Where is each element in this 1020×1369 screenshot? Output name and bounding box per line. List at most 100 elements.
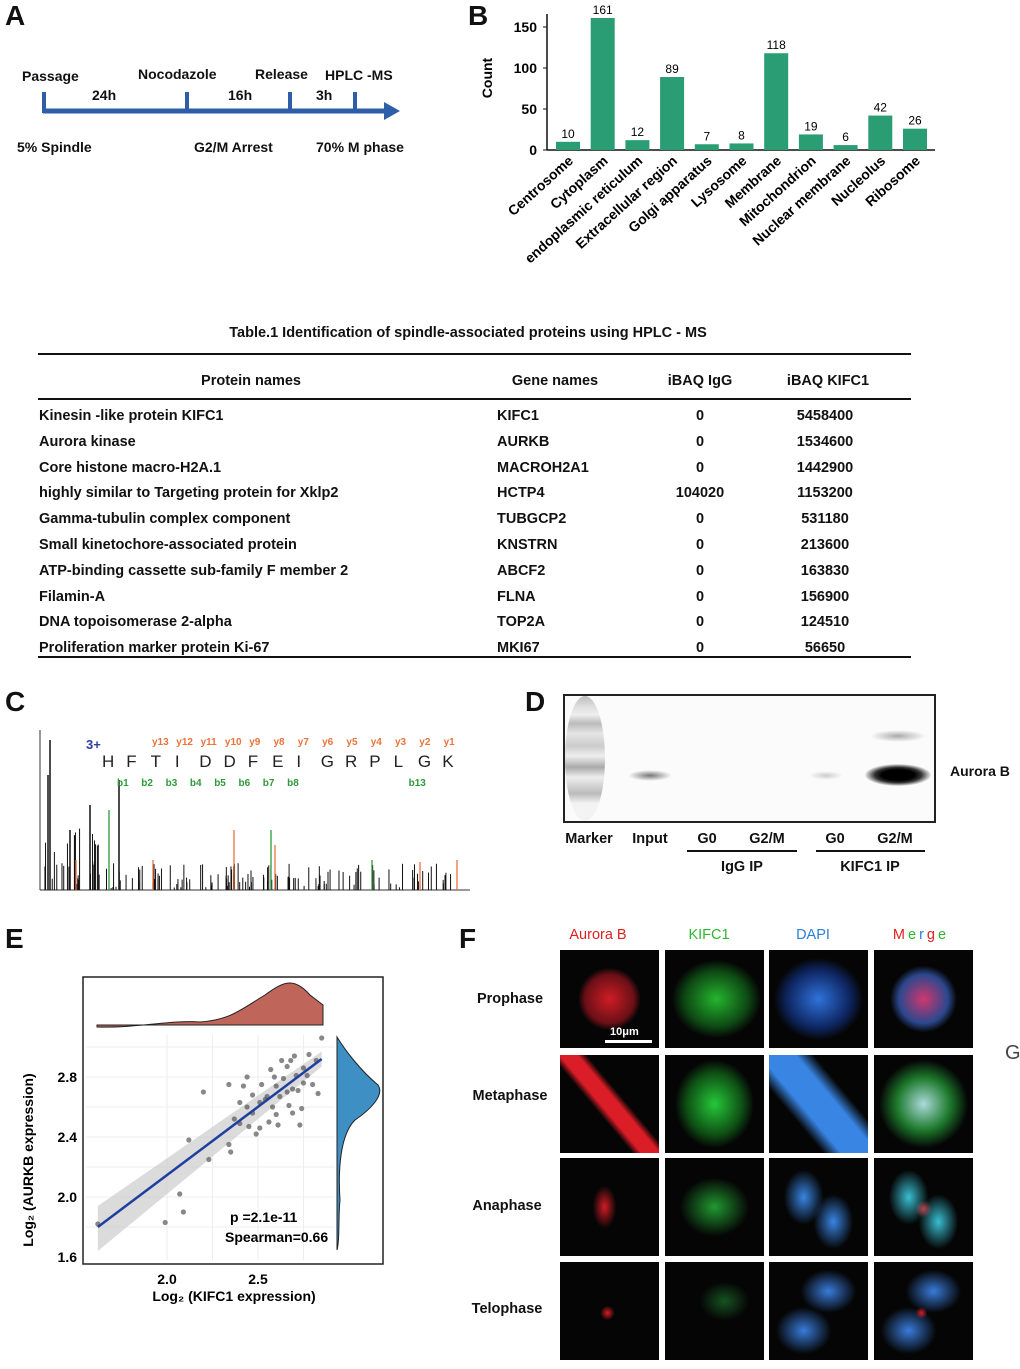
cell-kifc1: 56650 bbox=[804, 640, 846, 657]
channel-kifc1: KIFC1 bbox=[688, 927, 730, 943]
micrograph-metaphase-kifc1 bbox=[665, 1055, 764, 1153]
data-point bbox=[295, 1087, 301, 1094]
marker-lane bbox=[565, 696, 605, 821]
panel-label-b: B bbox=[468, 0, 489, 31]
residue: D bbox=[199, 752, 212, 771]
bar-value-label: 10 bbox=[561, 127, 575, 141]
cell-gene: ABCF2 bbox=[497, 562, 546, 579]
residue: T bbox=[150, 752, 161, 771]
micrograph-metaphase-aurora-b bbox=[560, 1055, 659, 1153]
bar-value-label: 19 bbox=[804, 119, 818, 133]
table-title: Table.1 Identification of spindle-associ… bbox=[229, 325, 707, 341]
y-ion-label: y8 bbox=[273, 737, 285, 748]
cell-kifc1: 163830 bbox=[800, 562, 850, 579]
y-ion-label: y3 bbox=[395, 737, 407, 748]
x-density bbox=[96, 982, 324, 1028]
bar-value-label: 7 bbox=[703, 129, 710, 143]
aurora-b-label: Aurora B bbox=[950, 763, 1010, 779]
bar bbox=[556, 141, 580, 150]
b-ion-label: b13 bbox=[408, 778, 426, 789]
micrograph-prophase-dapi bbox=[769, 950, 868, 1048]
state-arrest: G2/M Arrest bbox=[194, 139, 273, 155]
residue: H bbox=[102, 752, 115, 771]
y-ion-label: y5 bbox=[346, 737, 358, 748]
cell-igg: 0 bbox=[695, 537, 705, 553]
merge-letter: e bbox=[908, 927, 920, 943]
data-point bbox=[257, 1125, 263, 1131]
cell-kifc1: 531180 bbox=[801, 511, 849, 528]
merge-letter: e bbox=[938, 927, 950, 943]
data-point bbox=[269, 1104, 276, 1110]
cell-igg: 0 bbox=[695, 614, 705, 631]
western-blot bbox=[563, 694, 936, 823]
panel-label-d: D bbox=[525, 686, 546, 717]
step-nocodazole: Nocodazole bbox=[138, 66, 217, 82]
channel-merge: Merge bbox=[893, 927, 949, 943]
cell-gene: FLNA bbox=[497, 588, 536, 605]
bar bbox=[660, 77, 685, 150]
data-point bbox=[319, 1035, 325, 1041]
y-ion-label: y10 bbox=[224, 737, 242, 748]
residue: E bbox=[272, 752, 284, 771]
y-tick-label: 150 bbox=[514, 19, 538, 35]
merge-letter: g bbox=[926, 927, 939, 943]
kifc1-g2m-band bbox=[865, 764, 931, 786]
bar-chart: 050100150Count10Centrosome161Cytoplasm12… bbox=[479, 3, 935, 266]
y-tick-label: 2.8 bbox=[58, 1069, 78, 1085]
y-tick-label: 2.4 bbox=[58, 1129, 78, 1145]
y-ion-label: y12 bbox=[176, 737, 193, 748]
igg-group-rule bbox=[687, 850, 797, 852]
group-kifc1-ip: KIFC1 IP bbox=[840, 859, 900, 875]
data-point bbox=[200, 1089, 206, 1095]
header-gene-names: Gene names bbox=[511, 373, 599, 389]
cell-igg: 0 bbox=[695, 511, 705, 528]
micrograph-anaphase-kifc1 bbox=[665, 1158, 764, 1256]
bar bbox=[798, 134, 823, 150]
table-header-rule bbox=[38, 398, 911, 400]
micrograph-prophase-kifc1 bbox=[665, 950, 764, 1048]
residue: I bbox=[296, 752, 302, 771]
residue: F bbox=[247, 752, 259, 771]
data-point bbox=[273, 1083, 279, 1089]
bar-value-label: 161 bbox=[593, 3, 613, 17]
y-ion-label: y4 bbox=[370, 737, 382, 748]
micrograph-anaphase-merge bbox=[874, 1158, 973, 1256]
micrograph-prophase-merge bbox=[874, 950, 973, 1048]
bar-value-label: 12 bbox=[631, 125, 645, 139]
data-point bbox=[300, 1080, 307, 1086]
spearman-value: Spearman=0.66 bbox=[225, 1229, 328, 1245]
bar bbox=[625, 140, 650, 150]
data-point bbox=[289, 1110, 296, 1116]
residue: G bbox=[320, 752, 334, 771]
cell-gene: MACROH2A1 bbox=[497, 459, 589, 476]
bar bbox=[868, 115, 893, 150]
data-point bbox=[279, 1057, 285, 1064]
cell-kifc1: 5458400 bbox=[796, 408, 854, 424]
data-point bbox=[237, 1099, 243, 1106]
panel-label-g-partial: G bbox=[1005, 1042, 1020, 1064]
bar bbox=[694, 144, 719, 150]
data-point bbox=[284, 1063, 290, 1070]
b-ion-label: b4 bbox=[189, 778, 202, 789]
x-axis-title: Log₂ (KIFC1 expression) bbox=[152, 1288, 315, 1304]
residue: P bbox=[369, 752, 381, 771]
cell-kifc1: 1153200 bbox=[797, 485, 853, 502]
timeline-arrow bbox=[42, 92, 400, 120]
kifc1-g2m-upper-band bbox=[870, 730, 926, 742]
data-point bbox=[162, 1219, 168, 1226]
micrograph-telophase-dapi bbox=[769, 1262, 868, 1360]
data-point bbox=[266, 1119, 272, 1125]
step-hplc-ms: HPLC -MS bbox=[325, 67, 393, 83]
data-point bbox=[315, 1090, 321, 1097]
residue: I bbox=[174, 752, 180, 771]
cell-kifc1: 1442900 bbox=[796, 459, 854, 476]
data-point bbox=[288, 1057, 294, 1064]
data-point bbox=[289, 1086, 296, 1092]
step-release: Release bbox=[255, 66, 308, 82]
cell-gene: MKI67 bbox=[497, 640, 540, 657]
cell-kifc1: 156900 bbox=[800, 588, 850, 605]
cell-kifc1: 213600 bbox=[800, 537, 850, 553]
data-point bbox=[186, 1137, 192, 1143]
residue: D bbox=[223, 752, 236, 771]
